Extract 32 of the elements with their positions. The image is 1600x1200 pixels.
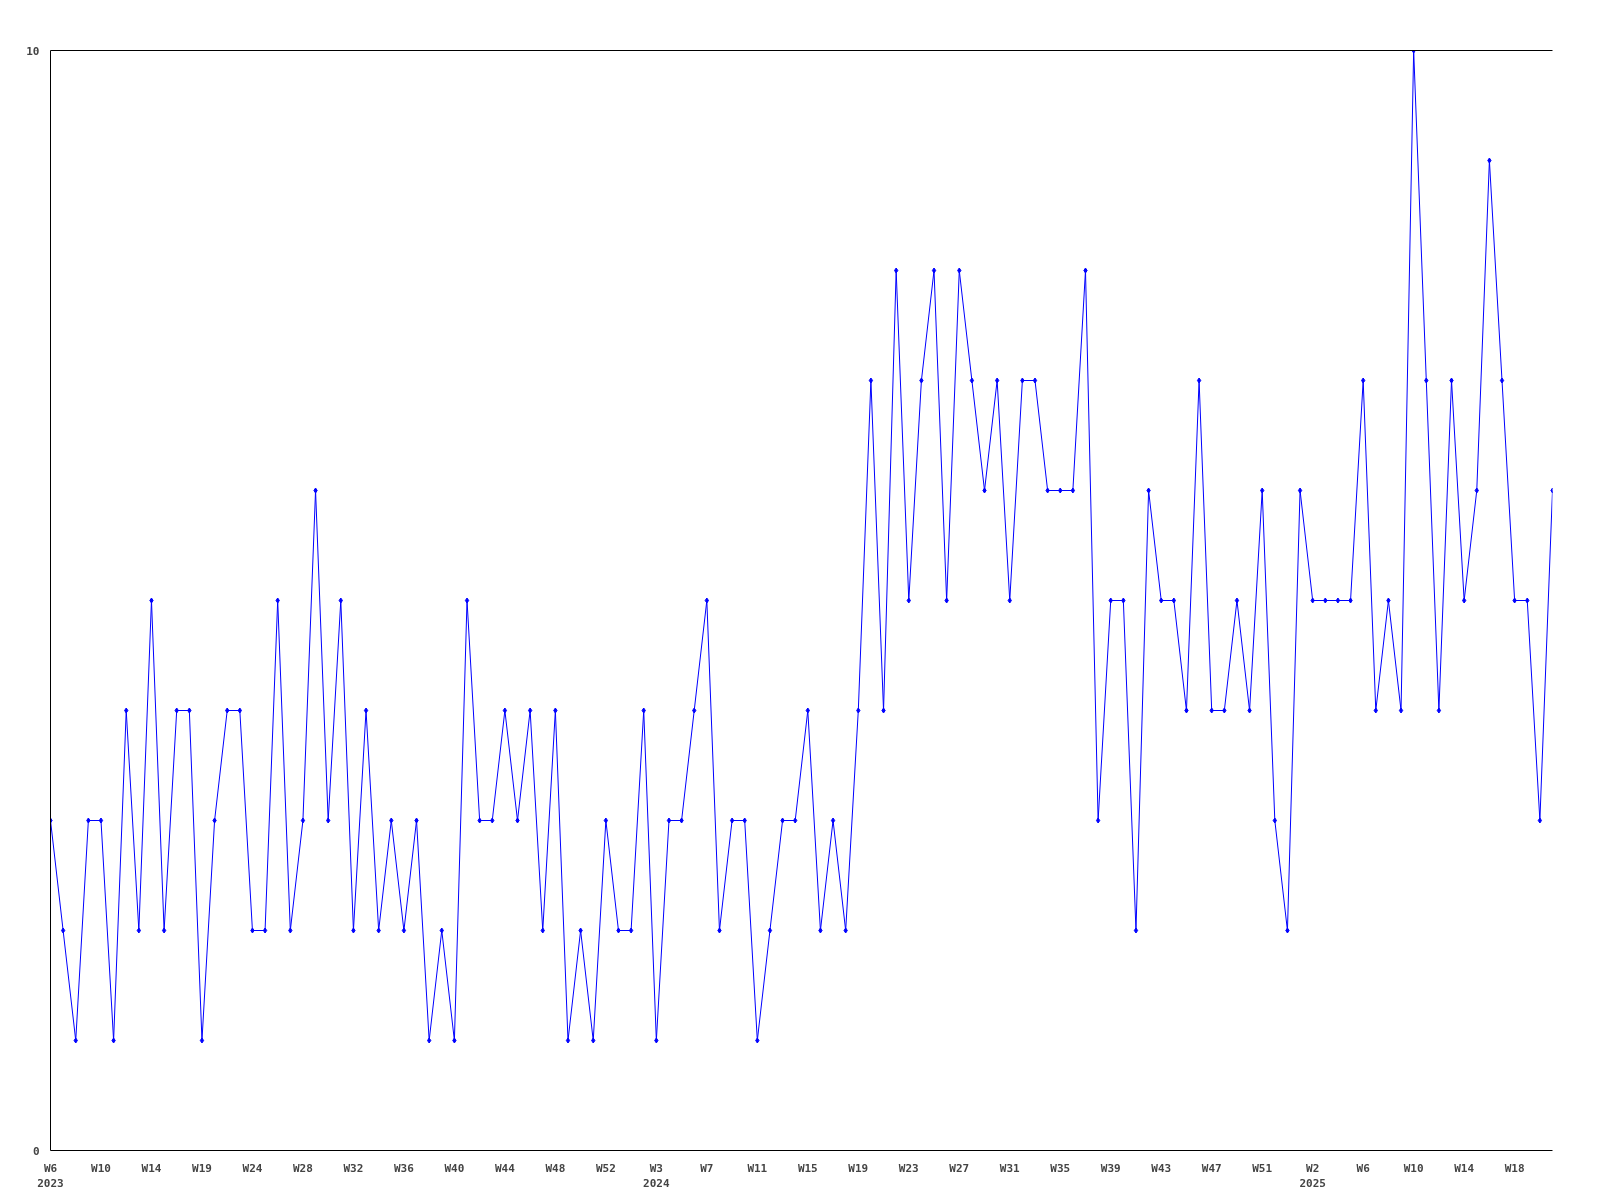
- x-tick-label: W43: [1151, 1161, 1172, 1175]
- x-tick-label: W6 2023: [37, 1161, 64, 1191]
- x-tick-label: W18: [1504, 1161, 1525, 1175]
- x-tick-label: W14: [141, 1161, 162, 1175]
- x-tick-label: W23: [898, 1161, 919, 1175]
- x-tick-label: W19: [848, 1161, 869, 1175]
- x-tick-label: W10: [91, 1161, 111, 1175]
- x-tick-label: W31: [999, 1161, 1021, 1175]
- x-tick-label: W28: [293, 1161, 313, 1175]
- x-tick-label: W11: [747, 1161, 768, 1175]
- x-tick-label: W44: [494, 1161, 516, 1175]
- x-tick-label: W7: [700, 1161, 714, 1175]
- x-tick-label: W6: [1356, 1161, 1371, 1175]
- x-tick-label: W40: [444, 1161, 465, 1175]
- x-tick-label: W51: [1252, 1161, 1273, 1175]
- x-tick-label: W19: [192, 1161, 212, 1175]
- y-tick-label: 10: [26, 44, 40, 58]
- x-tick-label: W36: [393, 1161, 415, 1175]
- x-tick-label: W52: [595, 1161, 616, 1175]
- x-tick-label: W35: [1050, 1161, 1071, 1175]
- x-tick-label: W10: [1403, 1161, 1424, 1175]
- x-tick-label: W24: [242, 1161, 263, 1175]
- y-tick-label: 0: [32, 1144, 40, 1158]
- x-tick-label: W2 2025: [1299, 1161, 1326, 1191]
- x-tick-label: W15: [797, 1161, 818, 1175]
- x-tick-label: W47: [1201, 1161, 1222, 1175]
- x-tick-label: W14: [1454, 1161, 1475, 1175]
- x-tick-label: W32: [343, 1161, 364, 1175]
- x-tick-label: W39: [1100, 1161, 1121, 1175]
- x-tick-label: W48: [545, 1161, 566, 1175]
- x-tick-label: W27: [949, 1161, 970, 1175]
- x-tick-label: W3 2024: [643, 1161, 670, 1191]
